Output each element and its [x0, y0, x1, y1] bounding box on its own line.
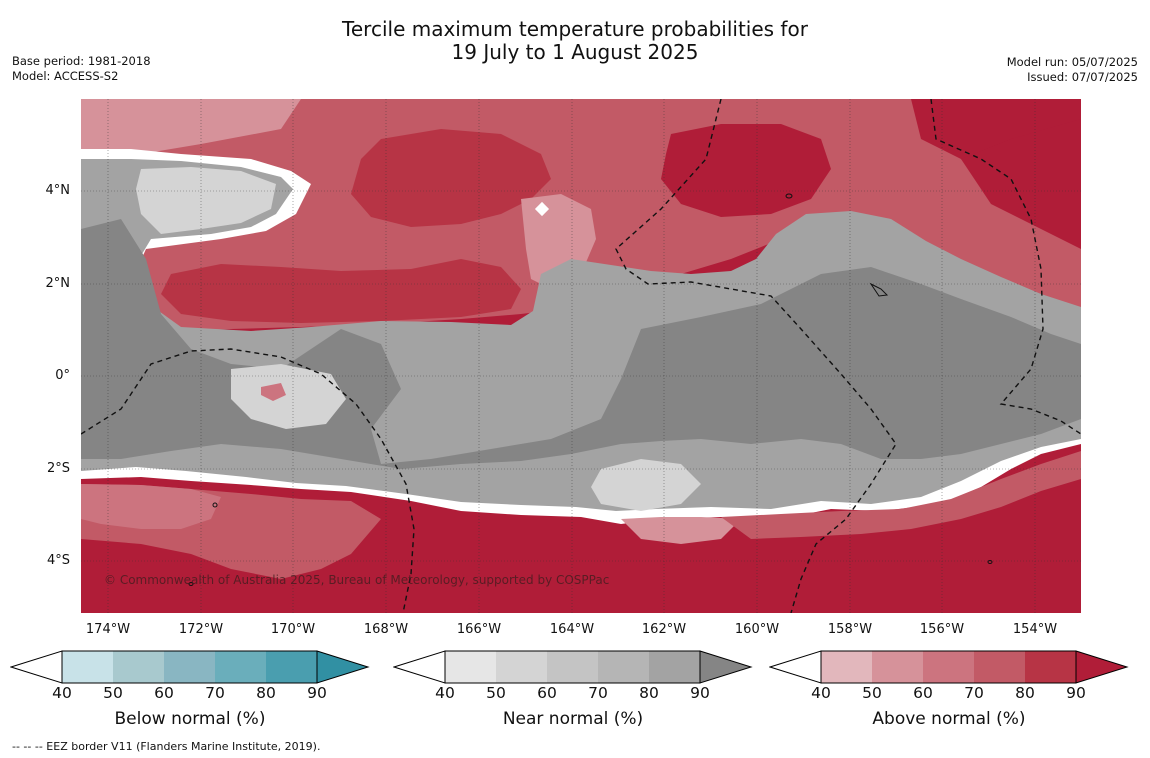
lat-label-2n: 2°N [45, 276, 71, 291]
cb-near-tick: 80 [639, 684, 659, 702]
colorbar-swatch [10, 650, 63, 684]
colorbar-label-below: Below normal (%) [114, 709, 266, 729]
cb-above-tick: 60 [913, 684, 933, 702]
lon-label-164w: 164°W [549, 622, 595, 637]
lon-label-166w: 166°W [456, 622, 502, 637]
meta-right: Model run: 05/07/2025 Issued: 07/07/2025 [1007, 55, 1138, 85]
meta-left: Base period: 1981-2018 Model: ACCESS-S2 [12, 54, 151, 84]
above-normal-zone-south-60 [81, 484, 221, 529]
cb-below-tick: 90 [307, 684, 327, 702]
model-name: Model: ACCESS-S2 [12, 69, 119, 83]
lon-label-170w: 170°W [270, 622, 316, 637]
title-line-2: 19 July to 1 August 2025 [451, 40, 699, 64]
lon-label-160w: 160°W [734, 622, 780, 637]
cb-near-tick: 70 [588, 684, 608, 702]
above-normal-zone-north-80 [351, 129, 551, 227]
cb-above-tick: 40 [811, 684, 831, 702]
copyright-notice: © Commonwealth of Australia 2025, Bureau… [104, 573, 610, 587]
colorbar-label-above: Above normal (%) [872, 709, 1026, 729]
cb-near-tick: 50 [486, 684, 506, 702]
lon-label-172w: 172°W [178, 622, 224, 637]
lon-label-174w: 174°W [85, 622, 131, 637]
cb-above-tick: 80 [1015, 684, 1035, 702]
above-normal-zone-north-50 [81, 99, 301, 159]
probability-map [81, 99, 1081, 613]
islands [188, 193, 993, 586]
cb-below-tick: 60 [154, 684, 174, 702]
cb-above-tick: 90 [1066, 684, 1086, 702]
lon-label-154w: 154°W [1012, 622, 1058, 637]
title-line-1: Tercile maximum temperature probabilitie… [342, 17, 808, 41]
above-normal-zone-south-50 [621, 517, 741, 544]
lat-label-0: 0° [55, 368, 70, 383]
colorbar-swatch [769, 650, 822, 684]
no-dominant-tercile-point [534, 201, 550, 217]
colorbar-swatch [649, 651, 700, 683]
colorbar-swatch [164, 651, 215, 683]
lon-label-168w: 168°W [363, 622, 409, 637]
lat-label-4s: 4°S [46, 553, 70, 568]
lon-label-162w: 162°W [641, 622, 687, 637]
colorbar-swatch [974, 651, 1025, 683]
cb-below-tick: 80 [256, 684, 276, 702]
colorbar-label-near: Near normal (%) [502, 709, 644, 729]
colorbar-above-normal [769, 650, 1129, 684]
colorbar-swatch [316, 650, 370, 684]
colorbar-swatch [1025, 651, 1076, 683]
above-normal-zone-southeast-70 [721, 451, 1081, 539]
near-normal-zone-50 [136, 167, 276, 234]
colorbar-swatch [821, 651, 872, 683]
near-normal-zone-50-south [231, 364, 346, 429]
cb-below-tick: 70 [205, 684, 225, 702]
above-normal-zone-equator-patch [261, 383, 286, 401]
cb-near-tick: 90 [690, 684, 710, 702]
colorbar-swatch [62, 651, 113, 683]
colorbar-swatch [923, 651, 974, 683]
base-period: Base period: 1981-2018 [12, 54, 151, 68]
cb-near-tick: 40 [435, 684, 455, 702]
above-normal-zone-east-90 [961, 119, 1081, 249]
lon-label-158w: 158°W [827, 622, 873, 637]
lat-label-2s: 2°S [46, 461, 70, 476]
model-run: Model run: 05/07/2025 [1006, 55, 1138, 69]
cb-above-tick: 50 [862, 684, 882, 702]
eez-footnote: -- -- -- EEZ border V11 (Flanders Marine… [12, 740, 321, 753]
colorbar-swatch [113, 651, 164, 683]
colorbar-swatch [496, 651, 547, 683]
near-normal-zone-50-southeast [591, 459, 701, 511]
cb-below-tick: 40 [52, 684, 72, 702]
colorbar-swatch [547, 651, 598, 683]
colorbar-swatch [215, 651, 266, 683]
eez-border [81, 99, 1081, 613]
colorbar-swatch [445, 651, 496, 683]
cb-above-tick: 70 [964, 684, 984, 702]
colorbar-near-normal [393, 650, 753, 684]
cb-below-tick: 50 [103, 684, 123, 702]
colorbar-swatch [1075, 650, 1129, 684]
map-title: Tercile maximum temperature probabilitie… [0, 18, 1150, 64]
issued-date: Issued: 07/07/2025 [1027, 70, 1138, 84]
colorbar-below-normal [10, 650, 370, 684]
lon-label-156w: 156°W [919, 622, 965, 637]
colorbar-swatch [872, 651, 923, 683]
colorbar-swatch [266, 651, 317, 683]
above-normal-zone-ribbon-80 [161, 259, 521, 323]
colorbar-swatch [598, 651, 649, 683]
cb-near-tick: 60 [537, 684, 557, 702]
colorbar-swatch [699, 650, 753, 684]
colorbar-swatch [393, 650, 446, 684]
lat-label-4n: 4°N [45, 183, 71, 198]
